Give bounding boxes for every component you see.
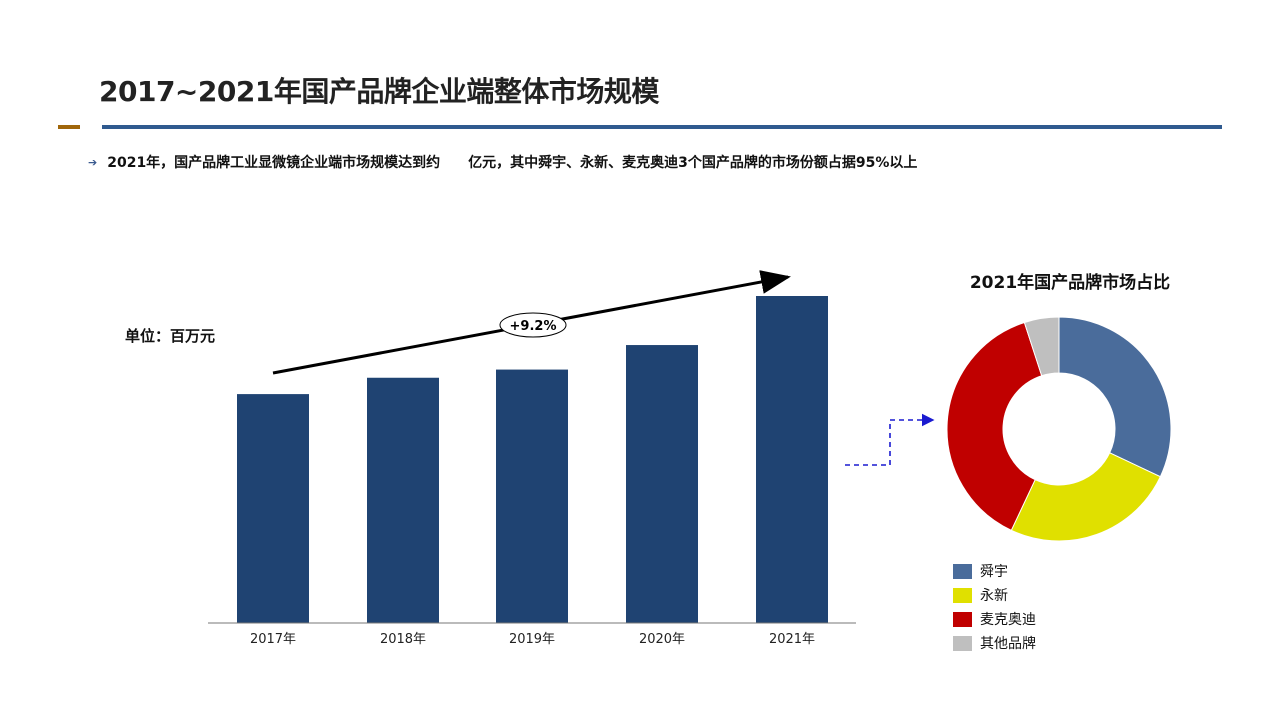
donut-slice-0 <box>1058 316 1172 478</box>
legend-item: 舜宇 <box>953 559 1036 583</box>
bar-2 <box>496 369 568 623</box>
unit-label: 单位：百万元 <box>125 327 216 345</box>
bar-1 <box>367 377 439 623</box>
summary-text-part2: 亿元，其中舜宇、永新、麦克奥迪3个国产品牌的市场份额占据95%以上 <box>468 155 918 171</box>
legend-item: 永新 <box>953 583 1036 607</box>
growth-rate-label: +9.2% <box>510 319 557 334</box>
donut-chart <box>946 316 1172 542</box>
x-tick-label: 2020年 <box>639 632 685 647</box>
bar-4 <box>756 296 828 623</box>
title-divider <box>102 125 1222 129</box>
title-accent-bar <box>58 125 80 129</box>
donut-slice-2 <box>946 321 1043 532</box>
page-title: 2017~2021年国产品牌企业端整体市场规模 <box>99 75 659 108</box>
connector-arrow <box>845 413 935 466</box>
x-tick-label: 2021年 <box>769 632 815 647</box>
bar-3 <box>626 345 698 623</box>
arrow-bullet-icon: ➔ <box>88 155 98 169</box>
growth-badge <box>499 312 567 338</box>
legend-label: 麦克奥迪 <box>980 612 1036 628</box>
donut-title: 2021年国产品牌市场占比 <box>969 273 1171 293</box>
x-tick-label: 2018年 <box>380 632 426 647</box>
x-tick-label: 2019年 <box>509 632 555 647</box>
donut-slice-3 <box>1023 316 1060 377</box>
donut-slice-1 <box>1010 452 1162 542</box>
donut-legend: 舜宇永新麦克奥迪其他品牌 <box>953 559 1036 655</box>
legend-swatch <box>953 563 972 579</box>
summary-text-part1: 2021年，国产品牌工业显微镜企业端市场规模达到约 <box>107 155 441 171</box>
legend-item: 其他品牌 <box>953 631 1036 655</box>
x-tick-label: 2017年 <box>250 632 296 647</box>
bar-0 <box>237 394 309 623</box>
summary-bullet: ➔ 2021年，国产品牌工业显微镜企业端市场规模达到约 亿元，其中舜宇、永新、麦… <box>88 152 917 172</box>
legend-label: 其他品牌 <box>980 636 1036 652</box>
legend-item: 麦克奥迪 <box>953 607 1036 631</box>
legend-label: 永新 <box>980 588 1008 604</box>
legend-label: 舜宇 <box>980 564 1008 580</box>
legend-swatch <box>953 587 972 603</box>
legend-swatch <box>953 611 972 627</box>
legend-swatch <box>953 635 972 651</box>
